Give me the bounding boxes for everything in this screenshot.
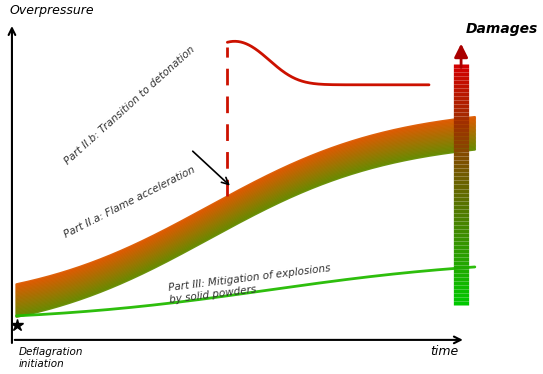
Text: time: time <box>431 345 459 358</box>
Text: Overpressure: Overpressure <box>10 4 94 17</box>
Text: Deflagration
initiation: Deflagration initiation <box>19 347 83 369</box>
Text: Part III: Mitigation of explosions
by solid powders: Part III: Mitigation of explosions by so… <box>168 264 332 305</box>
Text: Part II.b: Transition to detonation: Part II.b: Transition to detonation <box>62 44 197 166</box>
Text: Damages: Damages <box>466 22 538 36</box>
Text: Part II.a: Flame acceleration: Part II.a: Flame acceleration <box>62 165 197 240</box>
